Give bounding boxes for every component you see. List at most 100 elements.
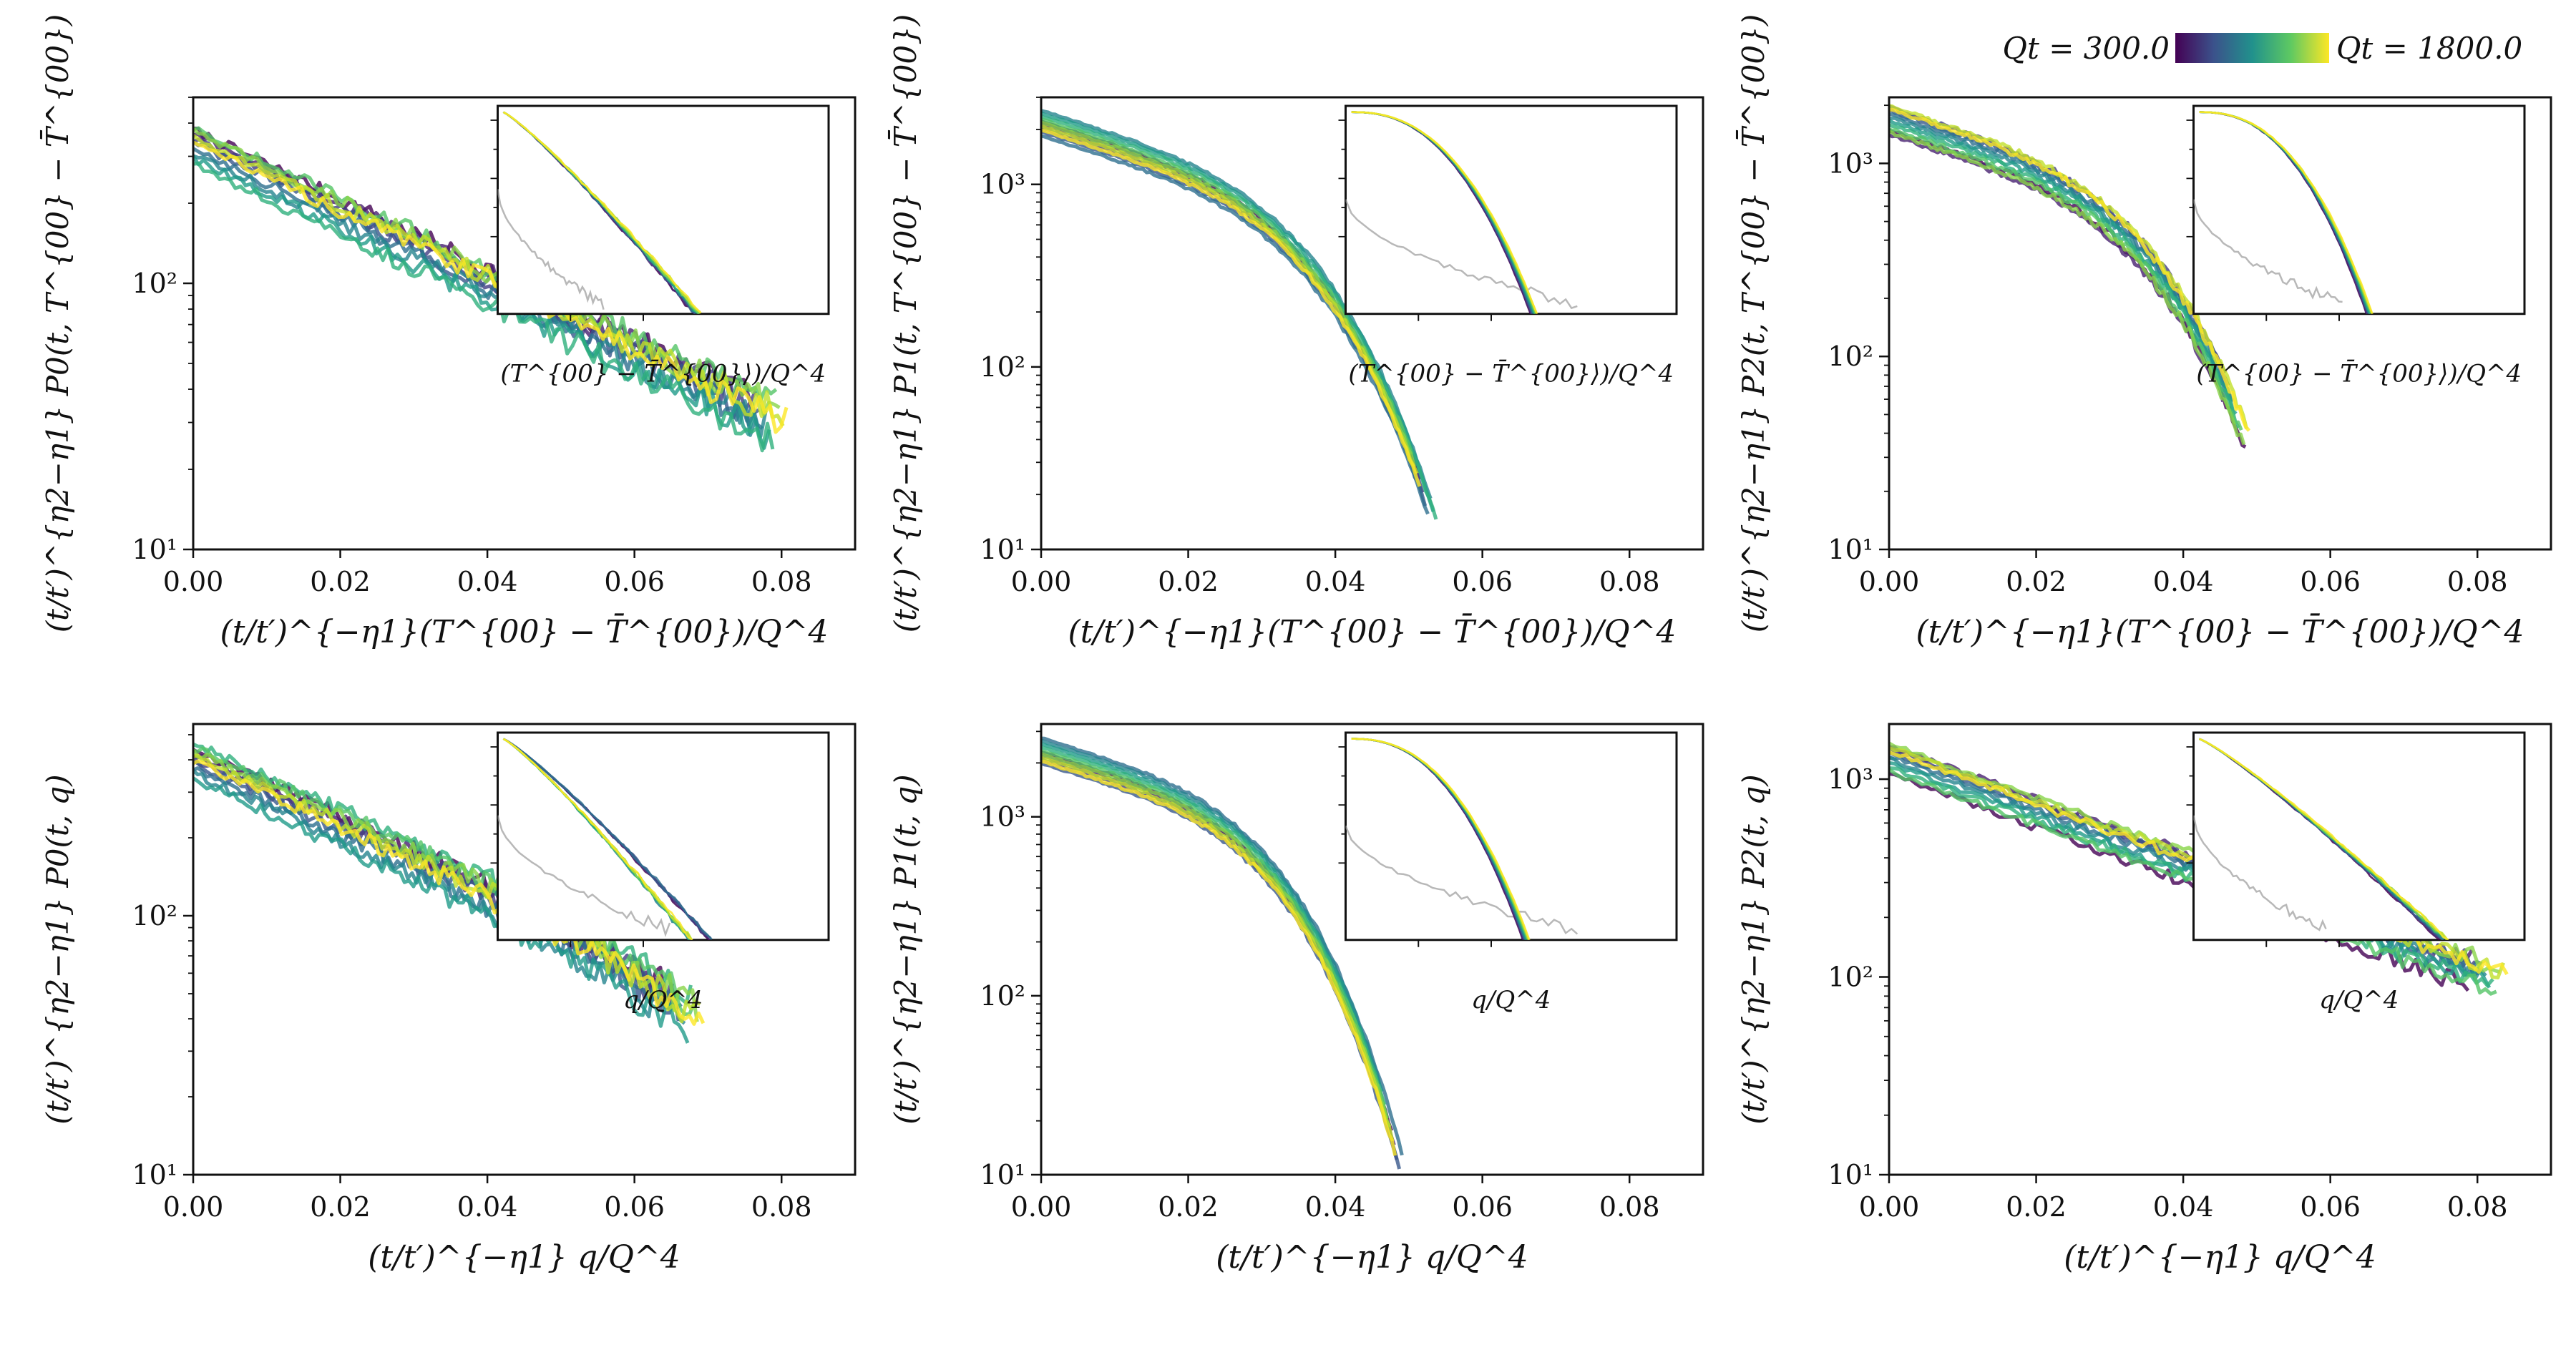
inset: q/Q^4 <box>1338 731 1678 1014</box>
x-tick-label: 0.08 <box>1599 566 1660 597</box>
panel-top-middle: 0.00 0.02 0.04 0.06 0.08 10¹ 10² 10³ (t/t′)^{−η1… <box>887 14 1704 650</box>
y-tick-label: 10² <box>980 351 1025 383</box>
inset-frame <box>497 104 830 316</box>
panel-top-left: 0.00 0.02 0.04 0.06 0.08 10¹ 10² (t/t′)^{−η1}(T… <box>39 14 857 650</box>
series-line-6 <box>1041 742 1384 1092</box>
inset-series-group <box>2193 111 2373 314</box>
inset-x-label: (T^{00} − T̄^{00}⟩)/Q^4 <box>2196 359 2522 388</box>
series-group <box>1041 736 1404 1170</box>
inset: (T^{00} − T̄^{00}⟩)/Q^4 <box>2186 104 2526 388</box>
x-tick-label: 0.00 <box>1011 566 1072 597</box>
series-line-11 <box>193 140 789 434</box>
x-tick-label: 0.06 <box>2300 1191 2361 1223</box>
inset-x-label: q/Q^4 <box>1471 986 1551 1014</box>
inset-x-label: q/Q^4 <box>623 986 703 1014</box>
series-line-11 <box>1889 107 2251 432</box>
series-line-8 <box>1041 749 1390 1119</box>
series-line-11 <box>193 759 706 1026</box>
y-tick-label: 10² <box>132 268 177 299</box>
inset-series-group <box>497 738 713 940</box>
inset: (T^{00} − T̄^{00}⟩)/Q^4 <box>490 104 830 388</box>
x-axis-label: (t/t′)^{−η1}(T^{00} − T̄^{00})/Q^4 <box>1916 612 2524 650</box>
y-tick-label: 10² <box>980 980 1025 1012</box>
x-tick-label: 0.02 <box>1158 1191 1219 1223</box>
y-axis-label: (t/t′)^{η2−η1} P1(t, q) <box>888 774 923 1124</box>
x-tick-label: 0.08 <box>751 566 812 597</box>
x-tick-label: 0.08 <box>1599 1191 1660 1223</box>
inset-series-line-11 <box>1351 738 1531 940</box>
axes-frame <box>192 723 857 1176</box>
x-tick-label: 0.06 <box>604 566 665 597</box>
inset-reference-line <box>2193 815 2327 931</box>
y-tick-label: 10¹ <box>980 1159 1025 1190</box>
x-tick-label: 0.06 <box>1452 566 1513 597</box>
axes-frame <box>1888 723 2552 1176</box>
inset-x-label: q/Q^4 <box>2319 986 2399 1014</box>
x-axis-label: (t/t′)^{−η1} q/Q^4 <box>368 1239 680 1276</box>
series-line-8 <box>193 126 778 403</box>
series-line-7 <box>1041 745 1387 1106</box>
series-line-9 <box>1041 120 1416 467</box>
x-tick-label: 0.08 <box>751 1191 812 1223</box>
series-line-4 <box>1041 134 1430 515</box>
inset-series-group <box>1345 111 1578 314</box>
y-axis-label: (t/t′)^{η2−η1} P2(t, T^{00} − T̄^{00}) <box>1735 14 1771 633</box>
series-line-6 <box>193 155 771 450</box>
colorbar-max-label: Qt = 1800.0 <box>2336 31 2522 66</box>
y-axis-label: (t/t′)^{η2−η1} P2(t, q) <box>1736 774 1771 1124</box>
x-tick-label: 0.04 <box>2153 566 2214 597</box>
series-line-11 <box>1041 128 1422 487</box>
series-line-10 <box>193 134 785 427</box>
panel-bottom-left: 0.00 0.02 0.04 0.06 0.08 10¹ 10² (t/t′)^{−η1} q… <box>40 723 857 1276</box>
y-tick-label: 10² <box>1828 341 1873 372</box>
inset: q/Q^4 <box>2186 731 2526 1014</box>
inset-series-group <box>1345 738 1579 940</box>
axes-frame <box>1888 96 2552 551</box>
series-line-11 <box>1041 760 1397 1156</box>
series-group <box>193 742 706 1044</box>
y-axis-label: (t/t′)^{η2−η1} P1(t, T^{00} − T̄^{00}) <box>887 14 923 633</box>
y-tick-label: 10³ <box>980 169 1025 200</box>
series-line-4 <box>1889 112 2233 399</box>
inset-series-group <box>497 111 702 314</box>
colorbar-min-label: Qt = 300.0 <box>2003 31 2170 66</box>
y-tick-label: 10¹ <box>1828 534 1873 565</box>
y-tick-label: 10¹ <box>980 534 1025 565</box>
panels: 0.00 0.02 0.04 0.06 0.08 10¹ 10² (t/t′)^{−η1}(T… <box>39 14 2552 1276</box>
inset-series-line-11 <box>2199 111 2373 314</box>
x-tick-label: 0.04 <box>2153 1191 2214 1223</box>
inset-x-label: (T^{00} − T̄^{00}⟩)/Q^4 <box>500 359 826 388</box>
inset-reference-line <box>497 189 605 310</box>
inset-frame <box>2192 731 2526 942</box>
x-axis-label: (t/t′)^{−η1} q/Q^4 <box>1216 1239 1528 1276</box>
x-tick-label: 0.00 <box>163 1191 224 1223</box>
inset-reference-line <box>2193 199 2343 303</box>
series-group <box>193 126 789 453</box>
inset-x-label: (T^{00} − T̄^{00}⟩)/Q^4 <box>1348 359 1674 388</box>
inset-series-line-11 <box>502 111 702 314</box>
x-tick-label: 0.08 <box>2447 566 2508 597</box>
series-group <box>1889 104 2251 449</box>
inset: (T^{00} − T̄^{00}⟩)/Q^4 <box>1338 104 1678 388</box>
panel-bottom-right: 0.00 0.02 0.04 0.06 0.08 10¹ 10² 10³ (t/t′)^{−η1… <box>1736 723 2552 1276</box>
series-line-5 <box>1041 738 1382 1085</box>
x-tick-label: 0.06 <box>604 1191 665 1223</box>
inset-series-line-11 <box>2198 738 2449 940</box>
x-tick-label: 0.02 <box>2006 1191 2067 1223</box>
series-line-6 <box>1889 118 2238 416</box>
series-line-7 <box>193 162 775 453</box>
y-tick-label: 10² <box>132 900 177 931</box>
panel-bottom-middle: 0.00 0.02 0.04 0.06 0.08 10¹ 10² 10³ (t/t′)^{−η1… <box>888 723 1704 1276</box>
y-tick-label: 10³ <box>980 801 1025 833</box>
inset-reference-line <box>497 815 671 938</box>
axes-frame <box>192 96 857 551</box>
inset-series-line-11 <box>502 738 693 940</box>
y-tick-label: 10¹ <box>132 1159 177 1190</box>
x-axis-label: (t/t′)^{−η1}(T^{00} − T̄^{00})/Q^4 <box>1068 612 1677 650</box>
y-tick-label: 10³ <box>1828 147 1873 179</box>
series-line-9 <box>1889 129 2246 446</box>
y-tick-label: 10² <box>1828 962 1873 993</box>
y-tick-label: 10³ <box>1828 763 1873 795</box>
x-tick-label: 0.02 <box>2006 566 2067 597</box>
y-tick-label: 10¹ <box>1828 1159 1873 1190</box>
